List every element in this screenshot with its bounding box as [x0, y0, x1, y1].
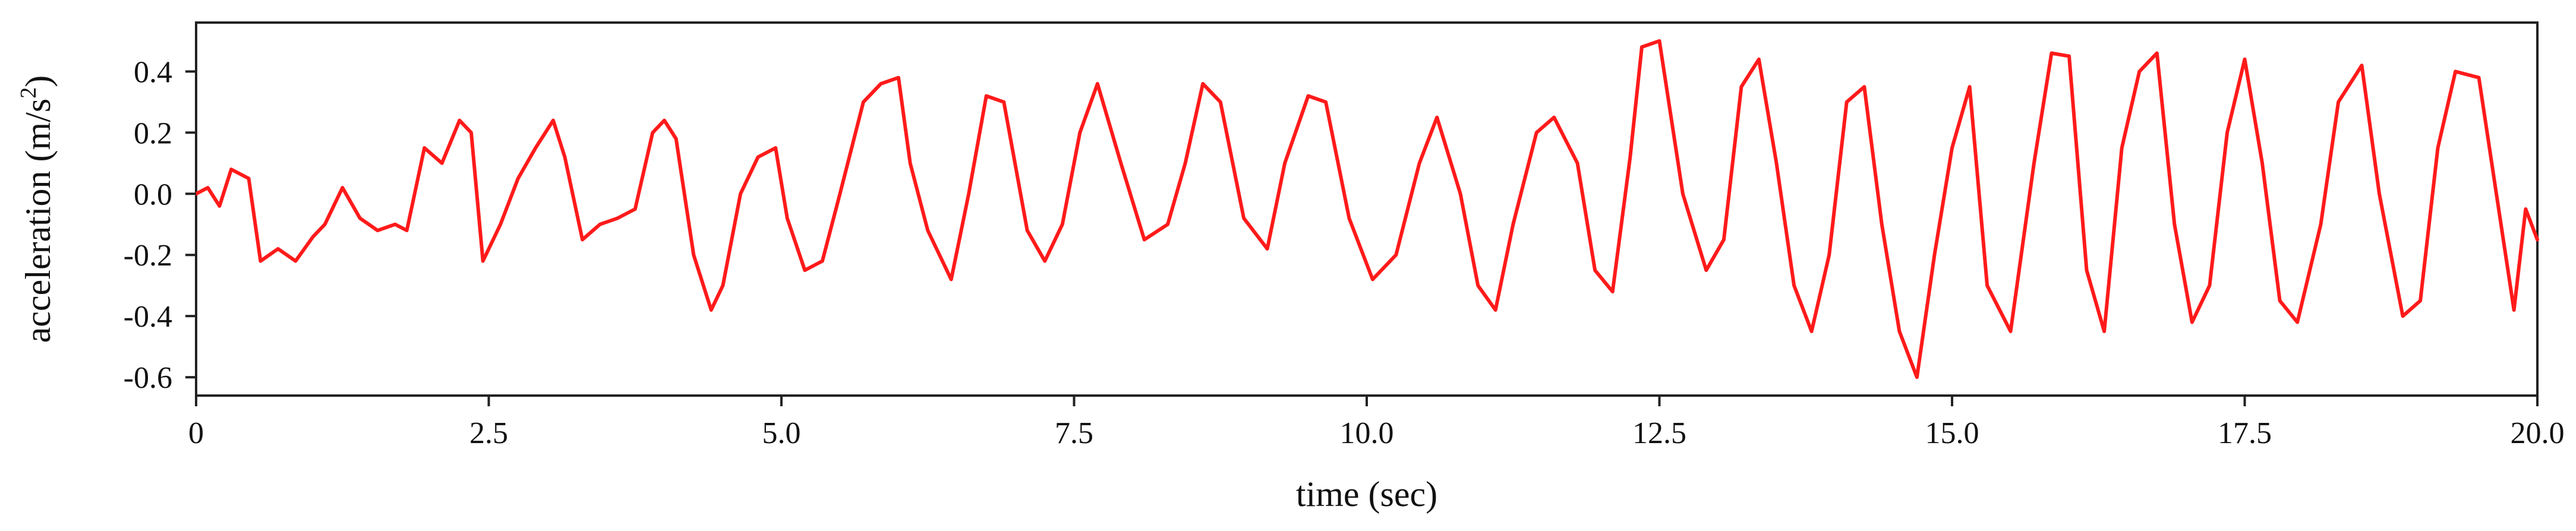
x-tick-label: 17.5: [2218, 416, 2272, 450]
series-line-0: [194, 39, 2539, 380]
series-group: [194, 39, 2539, 380]
x-tick-label: 5.0: [762, 416, 801, 450]
y-tick-label: 0.0: [134, 178, 172, 211]
x-axis-label: time (sec): [1296, 475, 1437, 514]
y-axis-label: acceleration (m/s2): [16, 75, 58, 343]
y-tick-label: 0.4: [134, 55, 172, 89]
x-tick-label: 10.0: [1340, 416, 1394, 450]
y-tick-label: -0.6: [124, 361, 172, 395]
plot-frame: [195, 21, 2539, 397]
x-axis: 0 2.5 5.0 7.5 10.0 12.5 15.0 17.5 20.0: [188, 396, 2565, 450]
x-tick-label: 2.5: [469, 416, 508, 450]
y-axis: 0.4 0.2 0.0 -0.2 -0.4 -0.6: [124, 55, 196, 395]
y-tick-label: -0.4: [124, 300, 172, 334]
x-tick-label: 15.0: [1925, 416, 1979, 450]
x-tick-label: 7.5: [1055, 416, 1093, 450]
plot-area: [195, 21, 2539, 397]
y-tick-label: 0.2: [134, 116, 172, 150]
x-tick-label: 20.0: [2511, 416, 2565, 450]
x-tick-label: 12.5: [1632, 416, 1686, 450]
y-tick-label: -0.2: [124, 239, 172, 273]
x-tick-label: 0: [188, 416, 204, 450]
